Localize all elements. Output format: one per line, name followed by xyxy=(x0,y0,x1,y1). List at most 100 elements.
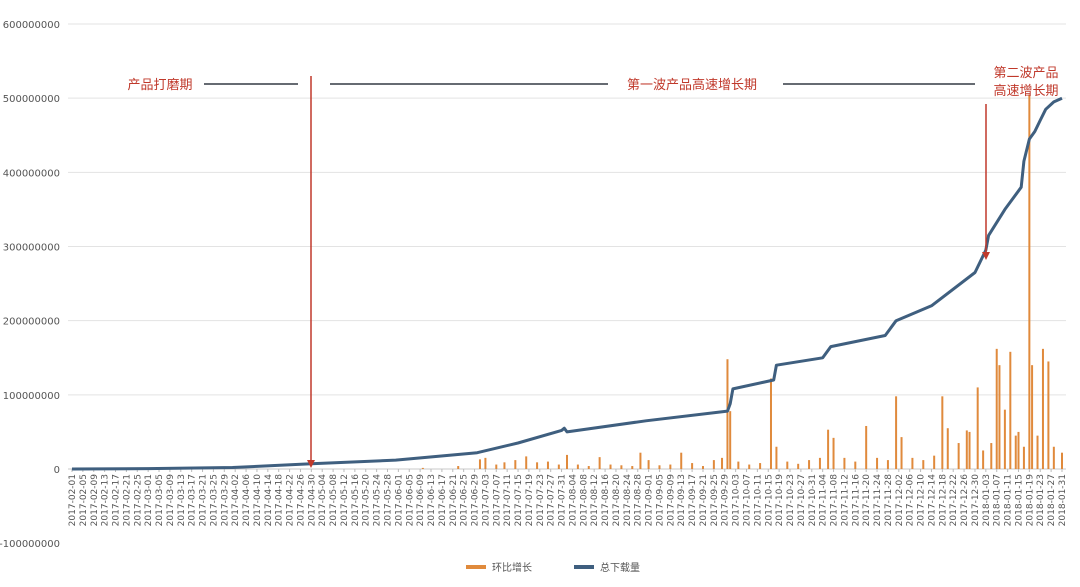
bar-growth xyxy=(712,460,715,469)
x-tick-label: 2018-01-07 xyxy=(993,474,1003,526)
bar-growth xyxy=(775,446,778,469)
x-tick-label: 2017-11-20 xyxy=(862,474,872,527)
x-tick-label: 2018-01-27 xyxy=(1047,474,1057,526)
x-tick-label: 2017-04-18 xyxy=(275,474,285,527)
x-axis: 2017-02-01 2017-02-05 2017-02-09 2017-02-13… xyxy=(68,469,1068,526)
bar-growth xyxy=(748,464,751,469)
x-tick-label: 2017-07-19 xyxy=(525,474,535,527)
bar-growth xyxy=(1031,365,1034,469)
bar-growth xyxy=(854,461,857,469)
phase-arrow-1-head xyxy=(307,460,315,468)
bar-growth xyxy=(536,462,539,469)
x-tick-label: 2017-05-04 xyxy=(318,474,328,527)
x-tick-label: 2017-05-28 xyxy=(383,474,393,527)
x-tick-label: 2017-12-02 xyxy=(895,474,905,526)
line-total-downloads xyxy=(71,96,1063,471)
x-tick-label: 2017-06-25 xyxy=(460,474,470,526)
series-line xyxy=(71,96,1063,471)
x-tick-label: 2017-04-06 xyxy=(242,474,252,527)
x-tick-label: 2017-02-21 xyxy=(122,474,132,526)
x-tick-label: 2017-07-27 xyxy=(547,474,557,526)
bar-growth xyxy=(721,457,724,469)
legend-swatch-total xyxy=(574,565,594,569)
x-tick-label: 2017-05-12 xyxy=(340,474,350,526)
bar-growth xyxy=(827,429,830,469)
bar-growth xyxy=(557,464,560,469)
bar-growth xyxy=(911,457,914,469)
x-tick-label: 2017-12-10 xyxy=(917,474,927,527)
bar-growth xyxy=(620,465,623,469)
y-axis: 600000000 500000000 400000000 300000000 2000… xyxy=(0,20,60,550)
bar-growth xyxy=(876,457,879,469)
x-tick-label: 2017-06-21 xyxy=(449,474,459,526)
x-tick-label: 2017-07-31 xyxy=(558,474,568,526)
x-tick-label: 2017-03-25 xyxy=(209,474,219,526)
legend-label-growth: 环比增长 xyxy=(492,561,532,574)
bar-growth xyxy=(995,348,998,469)
x-tick-label: 2017-12-30 xyxy=(971,474,981,527)
x-tick-label: 2017-03-05 xyxy=(155,474,165,526)
bar-growth xyxy=(1014,435,1017,469)
x-tick-label: 2017-10-11 xyxy=(753,474,763,526)
x-tick-label: 2017-09-13 xyxy=(677,474,687,526)
bar-growth xyxy=(1052,446,1055,469)
bar-growth xyxy=(1028,94,1031,469)
legend-swatch-growth xyxy=(466,565,486,569)
x-tick-label: 2017-09-05 xyxy=(655,474,665,526)
bar-growth xyxy=(832,437,835,469)
x-tick-label: 2017-04-30 xyxy=(307,474,317,527)
bar-growth xyxy=(797,463,800,469)
bar-growth xyxy=(965,430,968,469)
bar-growth xyxy=(968,431,971,469)
annotation-phase3-line2: 高速增长期 xyxy=(993,83,1058,99)
x-tick-label: 2017-05-24 xyxy=(373,474,383,527)
x-tick-label: 2017-10-31 xyxy=(808,474,818,526)
x-tick-label: 2017-07-03 xyxy=(481,474,491,526)
x-tick-label: 2017-03-09 xyxy=(166,474,176,527)
bar-growth xyxy=(865,425,868,469)
y-tick-label: -100000000 xyxy=(0,539,60,550)
x-tick-label: 2017-09-21 xyxy=(699,474,709,526)
x-tick-label: 2017-02-09 xyxy=(90,474,100,527)
x-tick-label: 2017-10-23 xyxy=(786,474,796,526)
x-tick-label: 2017-04-14 xyxy=(264,474,274,527)
x-tick-label: 2017-11-08 xyxy=(830,474,840,527)
x-tick-label: 2017-10-07 xyxy=(743,474,753,526)
bar-growth xyxy=(691,463,694,469)
x-tick-label: 2017-10-27 xyxy=(797,474,807,526)
bar-growth xyxy=(631,466,634,469)
bar-growth xyxy=(1036,435,1039,469)
x-tick-label: 2017-11-16 xyxy=(851,474,861,527)
bar-growth xyxy=(769,378,772,469)
x-tick-label: 2017-09-25 xyxy=(710,474,720,526)
x-tick-label: 2017-12-14 xyxy=(927,474,937,527)
bar-growth xyxy=(933,455,936,469)
x-tick-label: 2017-06-13 xyxy=(427,474,437,526)
x-tick-label: 2017-09-29 xyxy=(721,474,731,527)
bar-growth xyxy=(680,452,683,469)
bar-growth xyxy=(478,459,481,469)
bar-growth xyxy=(1003,409,1006,469)
x-tick-label: 2017-07-11 xyxy=(503,474,513,526)
y-tick-label: 100000000 xyxy=(3,391,60,402)
bar-growth xyxy=(990,443,993,469)
x-tick-label: 2017-05-16 xyxy=(351,474,361,527)
bar-growth xyxy=(1047,361,1050,469)
bar-growth xyxy=(598,457,601,469)
x-tick-label: 2017-03-29 xyxy=(220,474,230,527)
y-tick-label: 600000000 xyxy=(3,20,60,31)
bar-growth xyxy=(566,454,568,469)
y-tick-label: 0 xyxy=(54,465,60,476)
x-tick-label: 2018-01-19 xyxy=(1025,474,1035,527)
x-tick-label: 2017-08-28 xyxy=(634,474,644,527)
x-tick-label: 2018-01-31 xyxy=(1058,474,1068,526)
x-tick-label: 2017-03-21 xyxy=(199,474,209,526)
x-tick-label: 2017-04-10 xyxy=(253,474,263,527)
bar-growth xyxy=(982,450,985,469)
bar-growth xyxy=(808,460,811,469)
bar-growth xyxy=(421,467,424,469)
x-tick-label: 2017-06-01 xyxy=(394,474,404,526)
bar-growth xyxy=(737,461,740,469)
bar-growth xyxy=(786,461,789,469)
y-tick-label: 200000000 xyxy=(3,317,60,328)
